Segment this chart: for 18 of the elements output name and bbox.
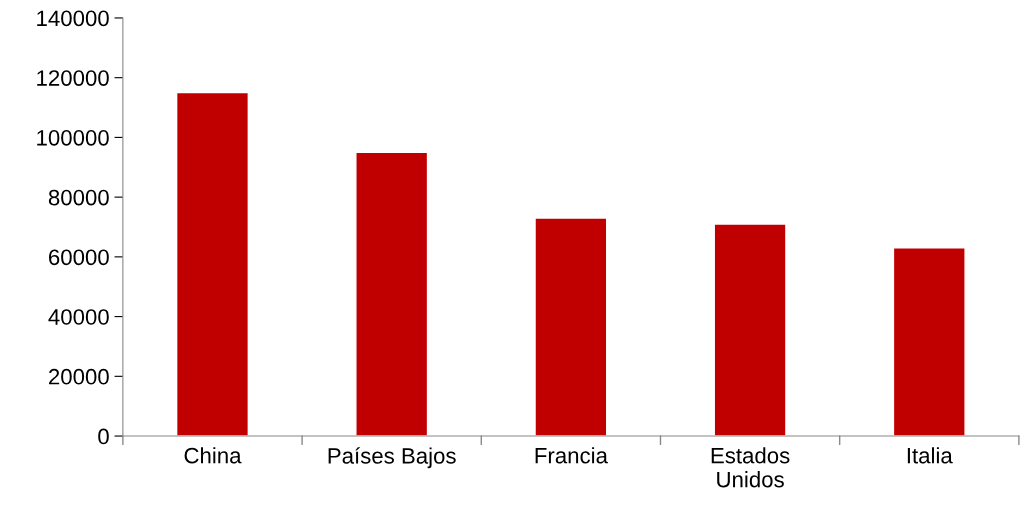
x-tick-label: China bbox=[184, 447, 242, 464]
x-tick-label: Italia bbox=[907, 447, 953, 464]
y-tick-label: 120000 bbox=[37, 70, 109, 86]
bar bbox=[534, 217, 608, 437]
y-tick-label: 140000 bbox=[37, 10, 109, 27]
y-tick-label: 60000 bbox=[49, 249, 109, 266]
y-tick-label: 0 bbox=[98, 428, 109, 445]
bar bbox=[355, 151, 429, 437]
bar bbox=[892, 247, 966, 437]
y-tick-label: 40000 bbox=[48, 309, 109, 325]
y-tick-label: 100000 bbox=[37, 129, 109, 146]
bar bbox=[175, 91, 250, 437]
bar bbox=[713, 223, 787, 437]
x-tick-label: Países Bajos bbox=[328, 447, 456, 469]
y-tick-label: 20000 bbox=[49, 368, 109, 385]
x-tick-label: Francia bbox=[535, 447, 608, 464]
x-tick-label: Estados Unidos bbox=[711, 447, 790, 488]
y-tick-label: 80000 bbox=[48, 189, 109, 206]
